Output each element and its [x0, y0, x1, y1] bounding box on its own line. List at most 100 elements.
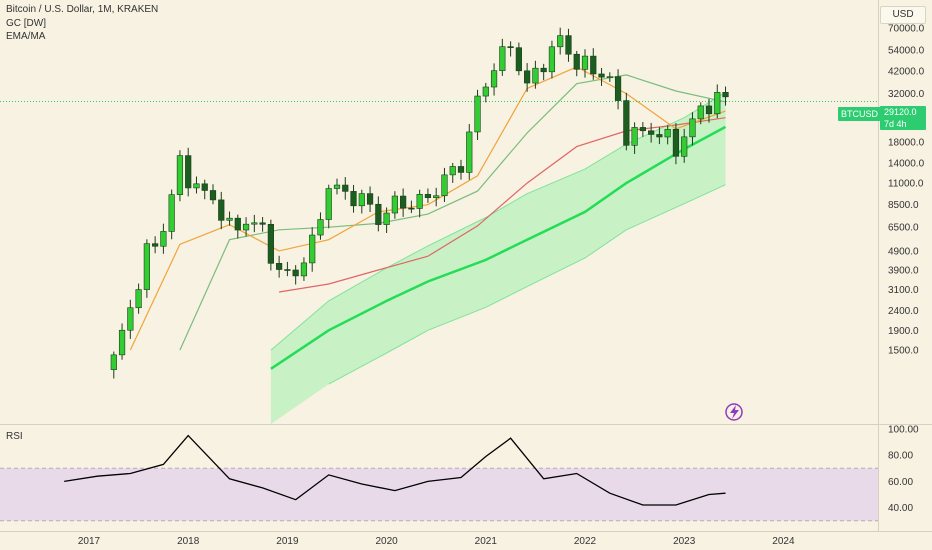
gc-band-fill — [270, 92, 726, 425]
price-tick-label: 4900.0 — [888, 246, 919, 257]
candle-body — [185, 155, 192, 189]
indicator-label-ema[interactable]: EMA/MA — [6, 31, 46, 42]
price-tick-label: 3100.0 — [888, 285, 919, 296]
candle-body — [391, 195, 398, 214]
time-tick-label: 2024 — [772, 536, 795, 547]
time-tick-label: 2019 — [276, 536, 299, 547]
rsi-label: RSI — [6, 431, 23, 442]
candle-body — [201, 183, 208, 191]
candle-body — [515, 47, 522, 72]
candle-body — [416, 194, 423, 209]
candles-layer — [110, 27, 729, 379]
candle-body — [218, 199, 225, 221]
candle-body — [540, 67, 547, 73]
candle-body — [300, 262, 308, 277]
candle-body — [507, 46, 514, 48]
candle-body — [118, 329, 126, 356]
time-tick-label: 2020 — [375, 536, 398, 547]
candle-body — [598, 73, 605, 78]
candle-body — [193, 183, 200, 189]
candle-body — [424, 194, 432, 199]
candle-body — [267, 224, 274, 264]
price-tick-label: 70000.0 — [888, 24, 925, 35]
price-tick-label: 6500.0 — [888, 223, 919, 234]
candle-body — [705, 105, 713, 115]
candle-body — [648, 130, 655, 135]
candle-body — [176, 155, 184, 195]
chart-title: Bitcoin / U.S. Dollar, 1M, KRAKEN — [6, 4, 159, 15]
candle-body — [722, 92, 729, 98]
candle-body — [209, 190, 217, 201]
price-tick-label: 42000.0 — [888, 66, 925, 77]
candle-body — [143, 243, 150, 290]
candle-body — [383, 212, 390, 225]
candle-body — [606, 76, 613, 78]
candle-body — [433, 195, 440, 199]
currency-selector[interactable]: USD — [880, 6, 926, 24]
rsi-tick-label: 80.00 — [888, 451, 913, 462]
candle-body — [242, 223, 250, 231]
candle-body — [714, 92, 721, 115]
candle-body — [110, 354, 117, 370]
candle-body — [490, 70, 498, 88]
gc-band-layer — [270, 91, 727, 425]
candle-body — [325, 188, 332, 220]
candle-body — [226, 217, 233, 221]
time-tick-label: 2018 — [177, 536, 200, 547]
rsi-tick-label: 100.00 — [888, 425, 919, 436]
candle-body — [441, 174, 448, 197]
rsi-zone — [0, 468, 878, 521]
candle-body — [127, 307, 134, 331]
candle-body — [342, 184, 349, 192]
candle-body — [557, 35, 564, 48]
candle-body — [375, 203, 382, 225]
candle-body — [292, 269, 299, 277]
time-tick-label: 2017 — [78, 536, 101, 547]
candle-body — [309, 234, 316, 264]
candle-body — [168, 194, 175, 232]
candle-body — [152, 243, 159, 247]
candle-body — [581, 55, 589, 70]
candle-body — [697, 105, 704, 120]
rsi-tick-label: 60.00 — [888, 477, 913, 488]
last-price-value: 29120.0 — [884, 107, 917, 117]
candle-body — [623, 100, 630, 146]
candle-body — [573, 53, 580, 70]
lightning-icon[interactable] — [725, 403, 743, 421]
time-tick-label: 2023 — [673, 536, 696, 547]
indicator-label-gc[interactable]: GC [DW] — [6, 18, 46, 29]
last-price-tag: 29120.0 7d 4h — [880, 106, 926, 130]
candle-body — [499, 46, 506, 71]
candle-body — [681, 136, 688, 157]
candle-body — [234, 217, 241, 231]
candle-body — [656, 134, 663, 138]
candle-body — [565, 35, 572, 55]
time-tick-label: 2022 — [574, 536, 597, 547]
gc-band-upper — [270, 91, 726, 351]
price-tick-label: 1500.0 — [888, 346, 919, 357]
candle-body — [548, 46, 556, 73]
candle-body — [366, 193, 374, 205]
candle-body — [333, 184, 341, 189]
candle-body — [631, 127, 638, 146]
price-tick-label: 54000.0 — [888, 45, 925, 56]
candle-body — [474, 95, 481, 133]
gc-band-lower — [328, 184, 726, 385]
candle-body — [482, 86, 489, 97]
candle-body — [614, 76, 622, 101]
grid-layer — [0, 0, 932, 532]
rsi-line — [64, 434, 726, 506]
bar-countdown: 7d 4h — [884, 119, 907, 129]
candle-body — [160, 231, 167, 247]
price-tick-label: 14000.0 — [888, 158, 925, 169]
candle-body — [639, 127, 646, 132]
candle-body — [449, 166, 456, 176]
rsi-tick-label: 40.00 — [888, 503, 913, 514]
symbol-tag: BTCUSD — [838, 107, 882, 121]
candle-body — [590, 55, 597, 75]
price-tick-label: 1900.0 — [888, 326, 919, 337]
candle-body — [408, 207, 415, 210]
price-tick-label: 3900.0 — [888, 266, 919, 277]
candle-body — [524, 70, 531, 84]
